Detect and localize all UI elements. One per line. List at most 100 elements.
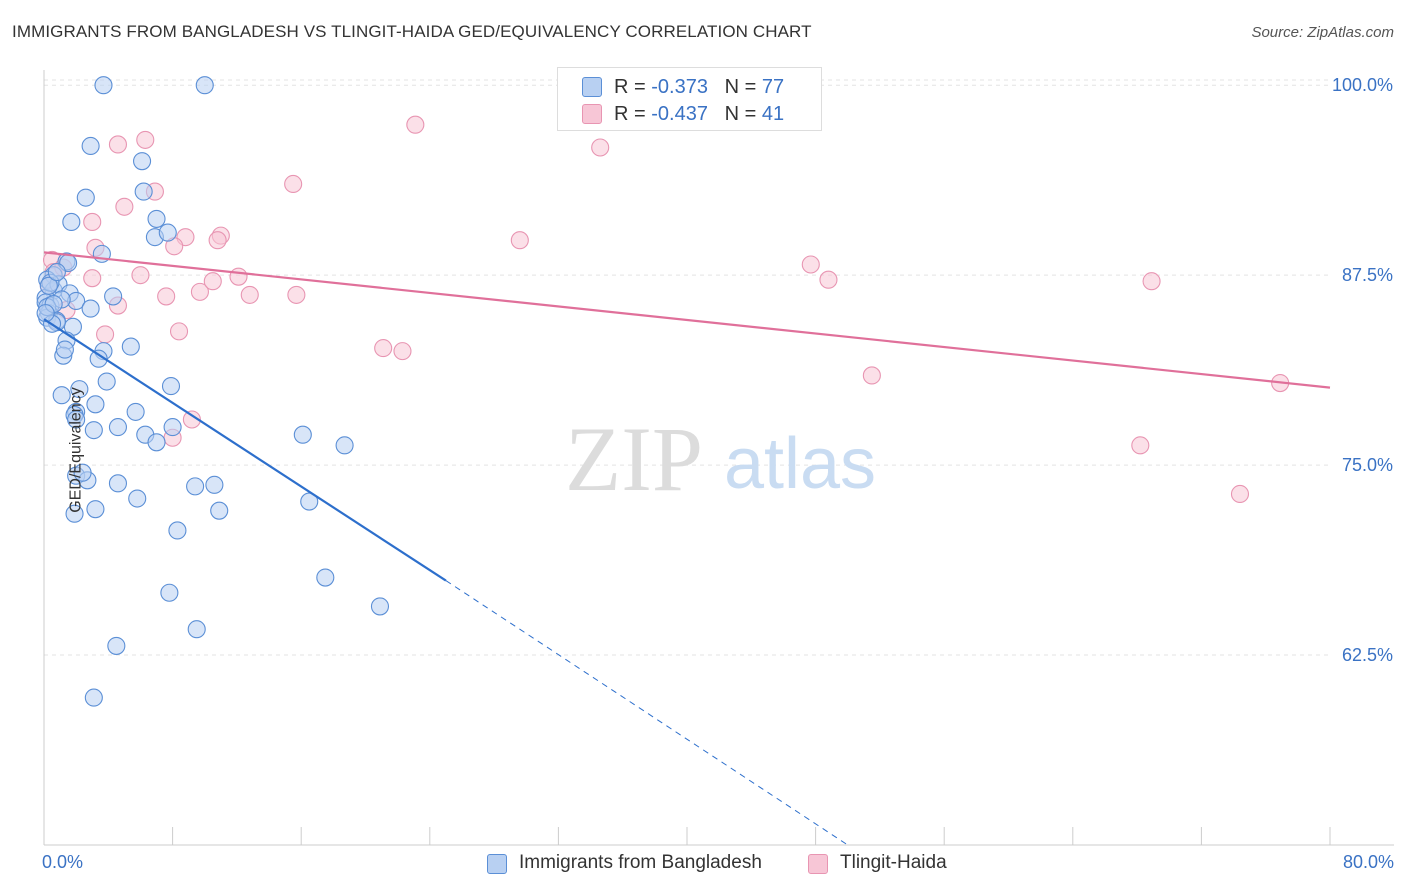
- legend-n-label: N =: [724, 76, 762, 98]
- legend-swatch-blue: [582, 77, 602, 97]
- trend-lines: [43, 251, 1331, 846]
- point-bangladesh: [187, 620, 206, 639]
- point-tlingit-haida: [229, 267, 248, 286]
- bottom-legend-label: Immigrants from Bangladesh: [519, 852, 762, 873]
- point-bangladesh: [134, 182, 153, 201]
- point-bangladesh: [186, 477, 205, 496]
- point-tlingit-haida: [169, 322, 189, 341]
- point-bangladesh: [108, 474, 127, 493]
- trend-line-bangladesh: [43, 318, 447, 582]
- point-tlingit-haida: [1131, 436, 1150, 455]
- point-bangladesh: [62, 212, 81, 232]
- trend-line-bangladesh-extrapolated: [445, 580, 849, 846]
- point-bangladesh: [97, 372, 116, 391]
- point-bangladesh: [205, 475, 224, 494]
- point-bangladesh: [94, 76, 113, 95]
- point-bangladesh: [121, 337, 140, 356]
- point-bangladesh: [370, 597, 390, 616]
- legend-n-label: N =: [724, 103, 762, 125]
- point-bangladesh: [104, 287, 123, 306]
- point-tlingit-haida: [83, 212, 102, 232]
- point-tlingit-haida: [190, 282, 209, 301]
- point-bangladesh: [86, 395, 105, 414]
- legend-r-label: R =: [614, 76, 652, 98]
- point-tlingit-haida: [1142, 272, 1161, 291]
- point-tlingit-haida: [510, 231, 529, 250]
- point-bangladesh: [86, 500, 105, 519]
- bottom-legend-label: Tlingit-Haida: [840, 852, 947, 873]
- legend-n-value: 41: [761, 103, 785, 125]
- point-bangladesh: [52, 386, 71, 405]
- point-tlingit-haida: [374, 339, 393, 358]
- legend-n-value: 77: [761, 76, 785, 98]
- point-bangladesh: [107, 636, 126, 655]
- point-bangladesh: [39, 276, 58, 295]
- point-tlingit-haida: [284, 174, 303, 194]
- point-bangladesh: [161, 377, 181, 396]
- point-tlingit-haida: [131, 266, 150, 285]
- point-bangladesh: [126, 402, 145, 421]
- point-bangladesh: [168, 521, 187, 540]
- legend-r-label: R =: [614, 103, 652, 125]
- point-tlingit-haida: [83, 269, 102, 288]
- chart-title: IMMIGRANTS FROM BANGLADESH VS TLINGIT-HA…: [12, 22, 812, 41]
- point-tlingit-haida: [819, 270, 838, 289]
- watermark: ZIP atlas: [565, 408, 876, 510]
- point-bangladesh: [89, 349, 108, 368]
- legend-swatch-pink: [582, 104, 602, 124]
- x-tick-label-min: 0.0%: [42, 852, 84, 872]
- legend-text-tlingit: R = -0.437 N = 41: [614, 103, 784, 126]
- series-bangladesh: [36, 76, 390, 707]
- point-tlingit-haida: [287, 285, 306, 304]
- point-bangladesh: [55, 340, 74, 359]
- axes: [43, 70, 1394, 846]
- point-bangladesh: [293, 425, 312, 444]
- point-bangladesh: [65, 504, 84, 523]
- point-tlingit-haida: [157, 287, 176, 306]
- y-tick-label: 100.0%: [1332, 75, 1393, 95]
- point-tlingit-haida: [203, 272, 222, 291]
- point-tlingit-haida: [393, 342, 412, 361]
- legend-r-value: -0.373: [651, 76, 708, 98]
- legend-text-bangladesh: R = -0.373 N = 77: [614, 76, 784, 99]
- point-bangladesh: [335, 436, 354, 455]
- point-bangladesh: [128, 489, 147, 508]
- trend-line-tlingit-haida: [43, 251, 1331, 389]
- point-tlingit-haida: [1230, 484, 1250, 504]
- y-tick-label: 75.0%: [1342, 455, 1393, 475]
- point-tlingit-haida: [406, 115, 425, 134]
- point-tlingit-haida: [136, 130, 155, 149]
- y-tick-labels: 62.5% 75.0% 87.5% 100.0%: [1332, 75, 1393, 665]
- y-tick-label: 62.5%: [1342, 645, 1393, 665]
- point-bangladesh: [76, 188, 95, 207]
- point-tlingit-haida: [115, 197, 134, 216]
- point-tlingit-haida: [182, 410, 201, 429]
- point-tlingit-haida: [240, 285, 259, 304]
- chart-source: Source: ZipAtlas.com: [1251, 24, 1394, 41]
- watermark-zip: ZIP: [565, 408, 703, 510]
- point-bangladesh: [195, 76, 214, 95]
- point-bangladesh: [36, 304, 55, 323]
- point-bangladesh: [147, 209, 166, 228]
- point-bangladesh: [81, 299, 100, 318]
- bottom-legend-swatch-blue: [487, 854, 507, 874]
- point-bangladesh: [316, 568, 335, 587]
- point-bangladesh: [84, 421, 103, 440]
- point-bangladesh: [84, 688, 103, 707]
- y-tick-label: 87.5%: [1342, 265, 1393, 285]
- point-bangladesh: [158, 223, 177, 242]
- point-bangladesh: [67, 410, 86, 429]
- correlation-legend: R = -0.373 N = 77 R = -0.437 N = 41: [557, 67, 822, 131]
- point-tlingit-haida: [591, 138, 610, 157]
- point-bangladesh: [133, 152, 152, 171]
- x-tick-label-max: 80.0%: [1342, 852, 1394, 872]
- bottom-legend-swatch-pink: [808, 854, 828, 874]
- point-bangladesh: [81, 136, 100, 156]
- watermark-atlas: atlas: [724, 424, 876, 504]
- point-bangladesh: [73, 463, 92, 482]
- point-tlingit-haida: [96, 325, 115, 344]
- point-tlingit-haida: [208, 231, 227, 250]
- point-tlingit-haida: [108, 135, 127, 154]
- point-bangladesh: [163, 418, 182, 437]
